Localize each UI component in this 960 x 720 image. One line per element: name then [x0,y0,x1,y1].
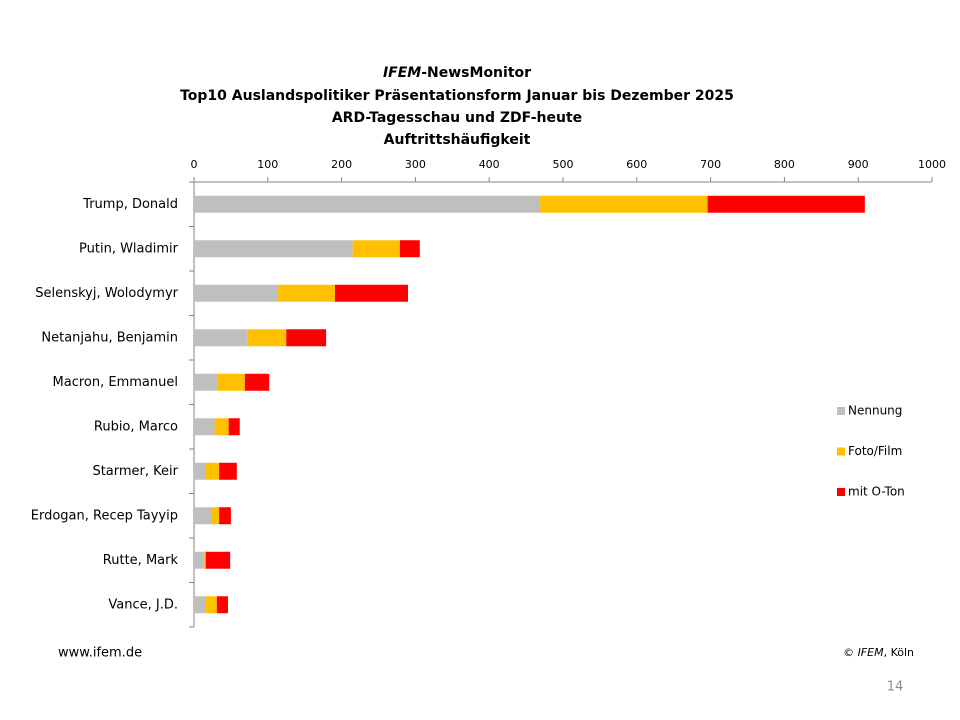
chart-title: IFEM-NewsMonitor [383,65,531,81]
y-tick-label: Rutte, Mark [103,553,179,568]
bar-segment [194,373,217,391]
bar-segment [244,373,270,391]
bar-segment [194,507,211,525]
bar-segment [247,329,287,347]
legend-label: Nennung [848,404,902,418]
bar-segment [204,551,206,569]
bar-segment [194,240,353,258]
bar-segment [216,596,228,614]
bar-segment [228,418,240,436]
bar-segment [205,462,220,480]
bar-segment [399,240,420,258]
bar-segment [210,507,220,525]
legend-label: mit O-Ton [848,485,905,499]
bar-segment [219,462,237,480]
x-tick-label: 600 [626,158,647,171]
y-tick-label: Netanjahu, Benjamin [41,330,178,345]
y-tick-label: Trump, Donald [82,197,178,212]
bar-segment [205,596,217,614]
y-tick-label: Erdogan, Recep Tayyip [31,508,178,523]
page-number: 14 [887,680,904,695]
bar-segment [194,551,205,569]
bar-segment [194,329,248,347]
footer-rest: , Köln [884,646,914,659]
y-tick-label: Putin, Wladimir [79,241,179,256]
bar-segment [707,195,865,213]
x-tick-label: 1000 [918,158,946,171]
y-tick-label: Rubio, Marco [94,419,178,434]
chart-title: Auftrittshäufigkeit [384,132,531,148]
bar-segment [540,195,708,213]
footer-left: www.ifem.de [58,646,142,661]
bar-segment [216,373,245,391]
footer-right: © IFEM, Köln [843,646,914,659]
y-tick-label: Vance, J.D. [108,597,178,612]
bar-segment [194,596,206,614]
legend-swatch [837,488,845,496]
bar-segment [334,284,409,302]
bar-segment [205,551,231,569]
y-tick-label: Selenskyj, Wolodymyr [35,286,178,301]
chart-title: Top10 Auslandspolitiker Präsentationsfor… [180,88,734,104]
y-tick-label: Starmer, Keir [92,464,178,479]
bar-segment [194,462,206,480]
legend-swatch [837,447,845,456]
x-tick-label: 0 [191,158,198,171]
bar-segment [278,284,335,302]
title-brand: IFEM [383,65,421,81]
x-tick-label: 400 [479,158,500,171]
bar-segment [194,284,279,302]
y-tick-label: Macron, Emmanuel [53,375,178,390]
x-tick-label: 300 [405,158,426,171]
bar-segment [194,418,215,436]
bar-segment [194,195,541,213]
bar-segment [219,507,231,525]
legend-swatch [837,407,845,415]
chart-title: ARD-Tagesschau und ZDF-heute [332,110,582,126]
x-tick-label: 900 [848,158,869,171]
copyright: © [843,646,854,659]
footer-brand: IFEM [858,646,885,659]
x-tick-label: 200 [331,158,352,171]
bar-segment [214,418,229,436]
bar-segment [352,240,400,258]
x-tick-label: 800 [774,158,795,171]
title-brand-rest: -NewsMonitor [421,65,531,81]
bar-segment [286,329,327,347]
legend-label: Foto/Film [848,444,902,458]
x-tick-label: 100 [257,158,278,171]
x-tick-label: 500 [553,158,574,171]
x-tick-label: 700 [700,158,721,171]
